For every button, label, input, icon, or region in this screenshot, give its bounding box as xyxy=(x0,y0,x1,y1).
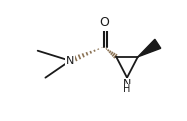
Text: N: N xyxy=(123,79,131,89)
Text: H: H xyxy=(123,84,131,94)
Polygon shape xyxy=(138,39,161,57)
Text: O: O xyxy=(99,16,109,30)
Text: N: N xyxy=(66,56,74,66)
